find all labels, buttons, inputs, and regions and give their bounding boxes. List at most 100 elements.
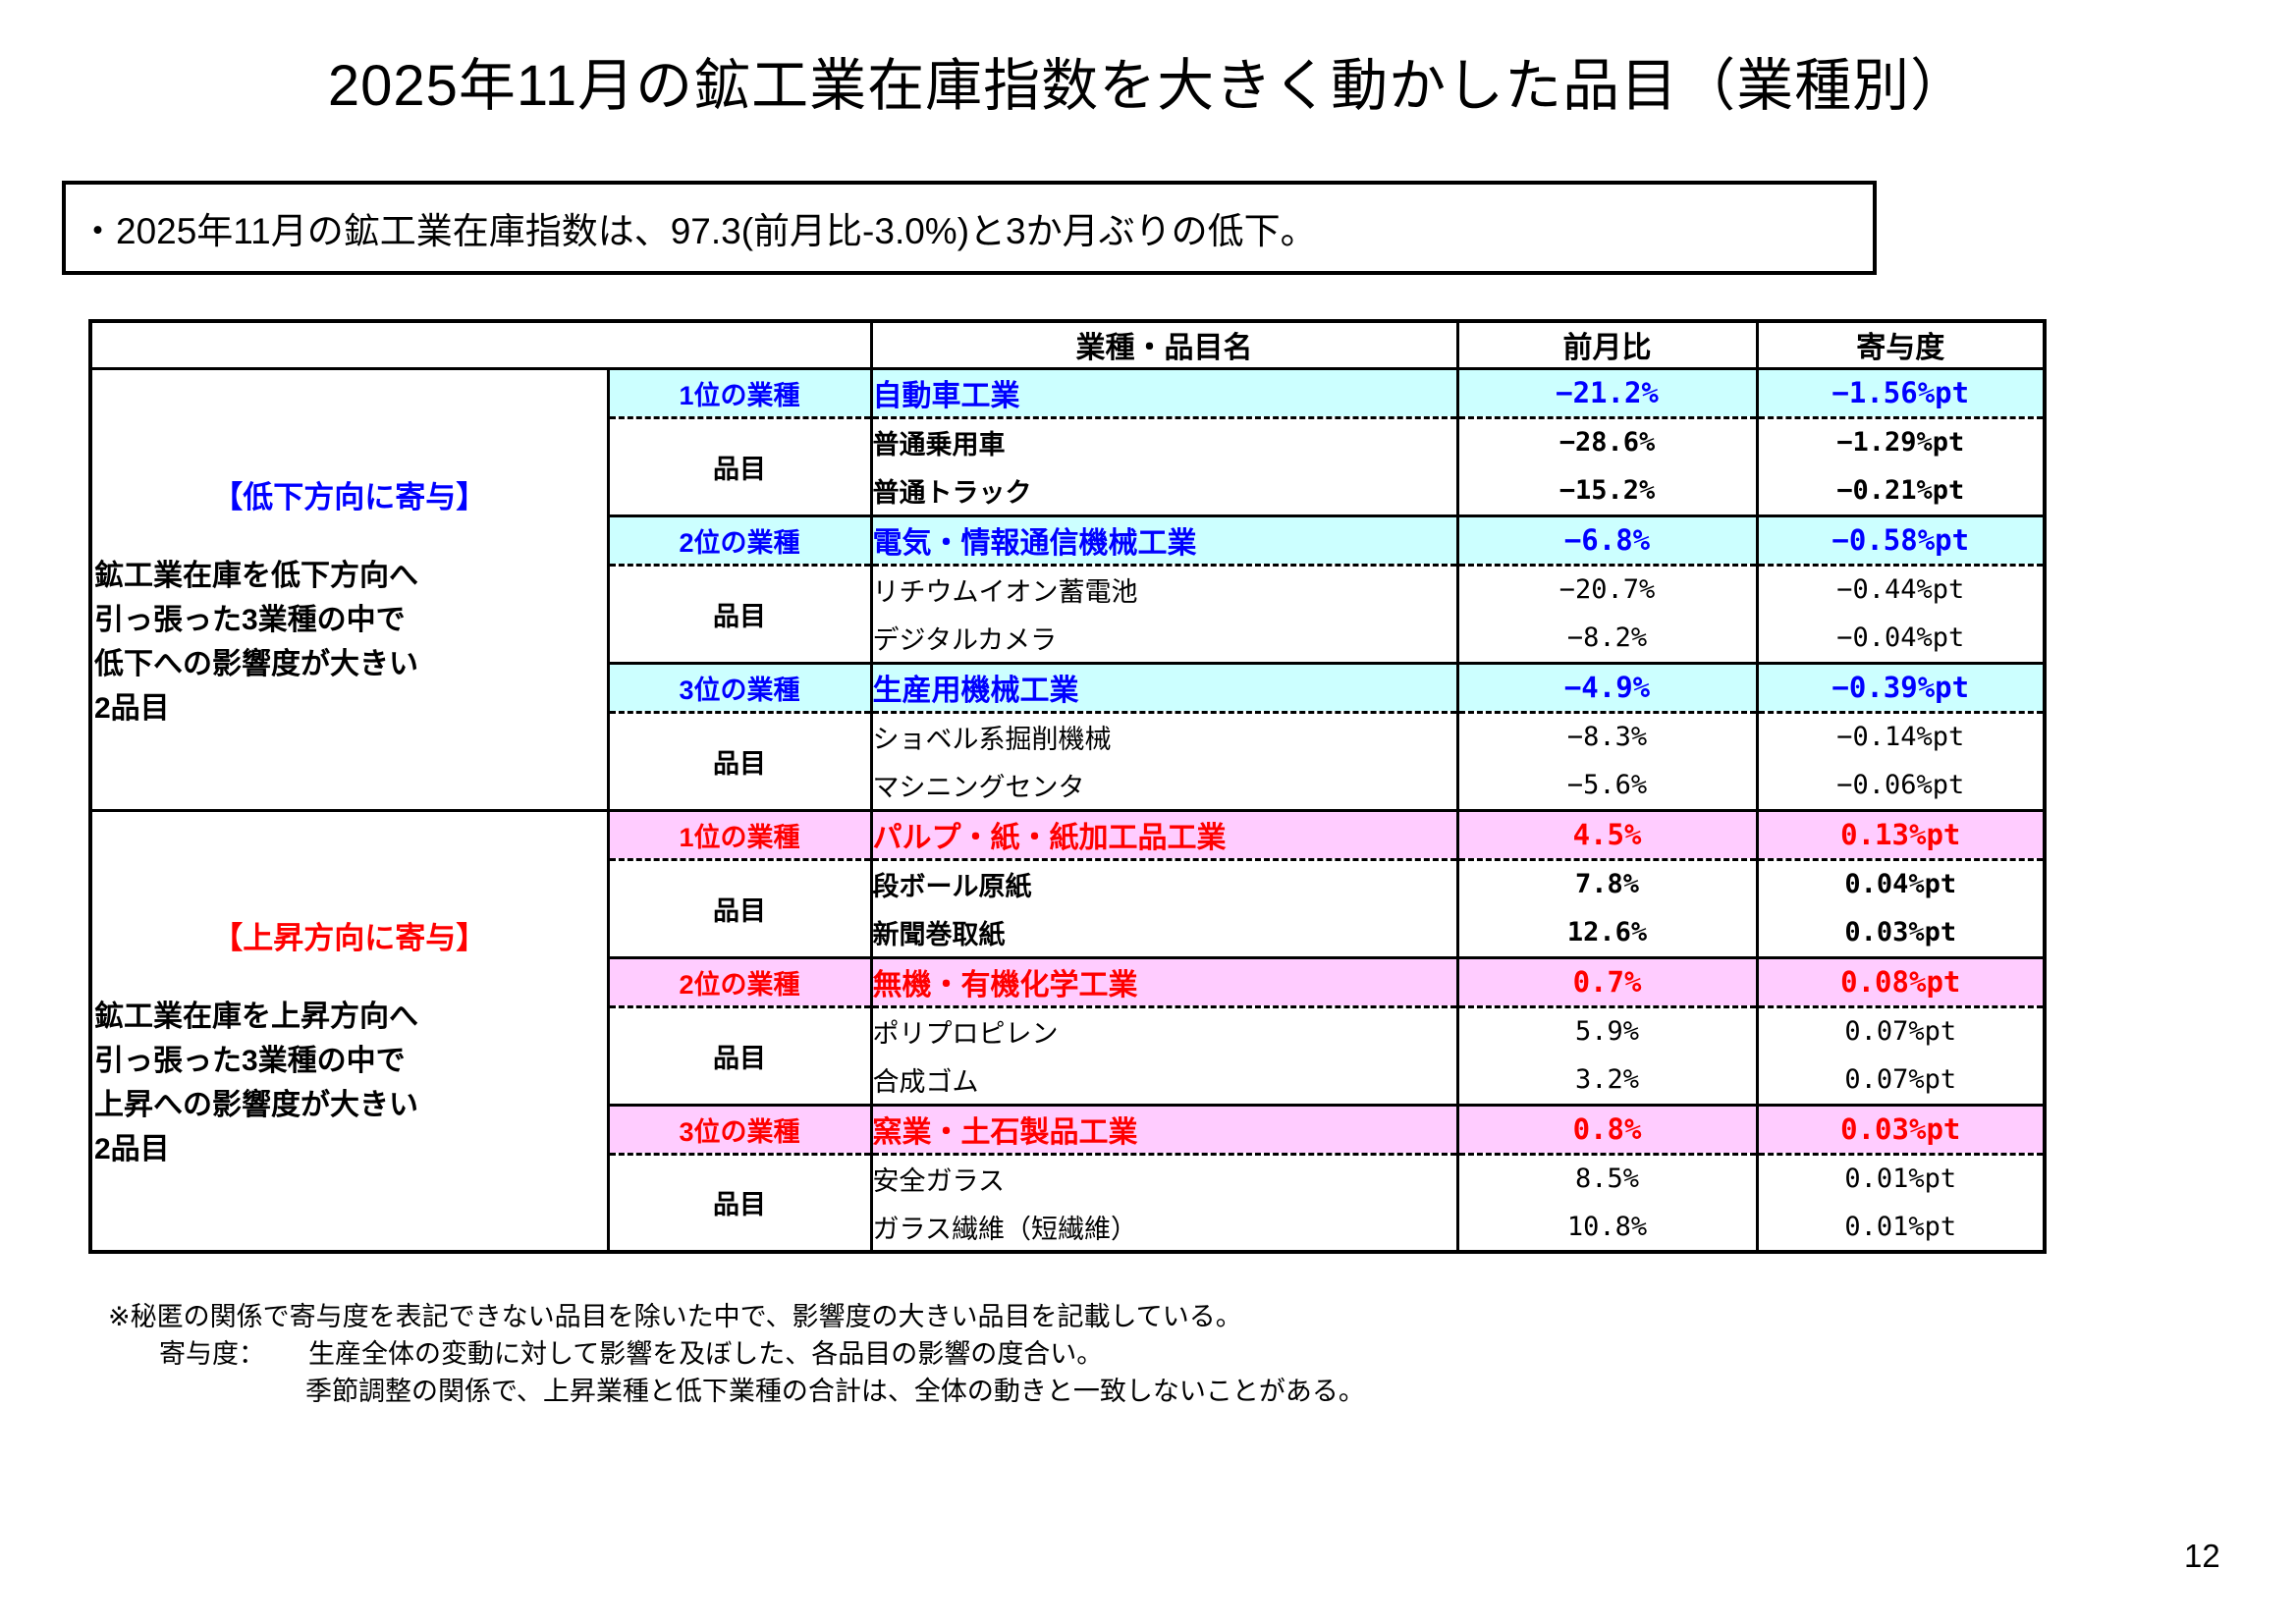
item-mom-cell: −15.2% bbox=[1455, 466, 1759, 517]
item-contribution-cell: −0.21%pt bbox=[1755, 466, 2047, 517]
item-name-cell: ガラス繊維（短繊維） bbox=[869, 1203, 1459, 1254]
item-name-cell: 合成ゴム bbox=[869, 1056, 1459, 1107]
item-row: 品目 安全ガラス 8.5% 0.01%pt bbox=[90, 1152, 2047, 1254]
industry-mom-cell: 4.5% bbox=[1455, 808, 1759, 861]
item-row: 品目 ポリプロピレン 5.9% 0.07%pt bbox=[90, 1004, 2047, 1107]
item-mom-cell: −20.7% bbox=[1455, 563, 1759, 616]
main-table: 業種・品目名 前月比 寄与度 【低下方向に寄与】 鉱工業在庫を低下方向へ 引っ張… bbox=[88, 319, 2047, 1254]
rank-row: 2位の業種 電気・情報通信機械工業 −6.8% −0.58%pt bbox=[90, 514, 2047, 567]
section-up: 【上昇方向に寄与】 鉱工業在庫を上昇方向へ 引っ張った3業種の中で 上昇への影響… bbox=[88, 808, 2047, 1254]
item-mom-cell: 12.6% bbox=[1455, 908, 1759, 959]
page-number: 12 bbox=[2184, 1538, 2220, 1574]
item-contribution-cell: −0.44%pt bbox=[1755, 563, 2047, 616]
item-contribution-cell: 0.03%pt bbox=[1755, 908, 2047, 959]
section-up-heading: 【上昇方向に寄与】 bbox=[212, 921, 487, 956]
item-row: 品目 段ボール原紙 7.8% 0.04%pt bbox=[90, 857, 2047, 959]
item-row: 品目 ショベル系掘削機械 −8.3% −0.14%pt bbox=[90, 710, 2047, 812]
item-mom-cell: −5.6% bbox=[1455, 761, 1759, 812]
item-name-cell: 段ボール原紙 bbox=[869, 857, 1459, 910]
footnote-term-definition: 生産全体の変動に対して影響を及ぼした、各品目の影響の度合い。 bbox=[308, 1339, 1104, 1369]
industry-contribution-cell: −1.56%pt bbox=[1755, 366, 2047, 419]
item-contribution-cell: 0.01%pt bbox=[1755, 1152, 2047, 1205]
rank-cell: 3位の業種 bbox=[606, 1103, 873, 1156]
item-row: 新聞巻取紙 12.6% 0.03%pt bbox=[90, 908, 2047, 959]
item-row: デジタルカメラ −8.2% −0.04%pt bbox=[90, 614, 2047, 665]
rank-row: 2位の業種 無機・有機化学工業 0.7% 0.08%pt bbox=[90, 955, 2047, 1008]
page-title: 2025年11月の鉱工業在庫指数を大きく動かした品目（業種別） bbox=[327, 54, 1969, 118]
item-label-cell: 品目 bbox=[606, 710, 873, 812]
item-mom-cell: −28.6% bbox=[1455, 415, 1759, 468]
footnote-term-note2: 季節調整の関係で、上昇業種と低下業種の合計は、全体の動きと一致しないことがある。 bbox=[305, 1377, 1365, 1406]
rank-cell: 1位の業種 bbox=[606, 808, 873, 861]
rank-cell: 2位の業種 bbox=[606, 514, 873, 567]
rank-row: 【上昇方向に寄与】 鉱工業在庫を上昇方向へ 引っ張った3業種の中で 上昇への影響… bbox=[88, 808, 2047, 1254]
item-label-cell: 品目 bbox=[606, 415, 873, 517]
item-mom-cell: 8.5% bbox=[1455, 1152, 1759, 1205]
item-mom-cell: 7.8% bbox=[1455, 857, 1759, 910]
item-name-cell: デジタルカメラ bbox=[869, 614, 1459, 665]
item-label-cell: 品目 bbox=[606, 563, 873, 665]
item-mom-cell: 10.8% bbox=[1455, 1203, 1759, 1254]
item-name-cell: 普通トラック bbox=[869, 466, 1459, 517]
item-row: 品目 普通乗用車 −28.6% −1.29%pt bbox=[90, 415, 2047, 517]
industry-name-cell: 生産用機械工業 bbox=[869, 661, 1459, 714]
item-name-cell: マシニングセンタ bbox=[869, 761, 1459, 812]
industry-contribution-cell: 0.08%pt bbox=[1755, 955, 2047, 1008]
item-label-cell: 品目 bbox=[606, 1152, 873, 1254]
item-contribution-cell: −0.04%pt bbox=[1755, 614, 2047, 665]
industry-contribution-cell: 0.13%pt bbox=[1755, 808, 2047, 861]
rank-cell: 1位の業種 bbox=[606, 366, 873, 419]
item-contribution-cell: −0.14%pt bbox=[1755, 710, 2047, 763]
item-contribution-cell: 0.01%pt bbox=[1755, 1203, 2047, 1254]
industry-mom-cell: −4.9% bbox=[1455, 661, 1759, 714]
item-row: マシニングセンタ −5.6% −0.06%pt bbox=[90, 761, 2047, 812]
footnote-term-label: 寄与度： bbox=[159, 1339, 265, 1369]
item-label-cell: 品目 bbox=[606, 857, 873, 959]
item-mom-cell: 5.9% bbox=[1455, 1004, 1759, 1057]
item-contribution-cell: 0.04%pt bbox=[1755, 857, 2047, 910]
rank-row: 3位の業種 生産用機械工業 −4.9% −0.39%pt bbox=[90, 661, 2047, 714]
item-name-cell: ポリプロピレン bbox=[869, 1004, 1459, 1057]
item-name-cell: 新聞巻取紙 bbox=[869, 908, 1459, 959]
item-contribution-cell: −0.06%pt bbox=[1755, 761, 2047, 812]
item-row: 合成ゴム 3.2% 0.07%pt bbox=[90, 1056, 2047, 1107]
item-label-cell: 品目 bbox=[606, 1004, 873, 1107]
item-name-cell: 普通乗用車 bbox=[869, 415, 1459, 468]
item-mom-cell: 3.2% bbox=[1455, 1056, 1759, 1107]
rank-row: 3位の業種 窯業・土石製品工業 0.8% 0.03%pt bbox=[90, 1103, 2047, 1156]
section-down-description-cell: 【低下方向に寄与】 鉱工業在庫を低下方向へ 引っ張った3業種の中で 低下への影響… bbox=[88, 366, 610, 812]
table-header-row: 業種・品目名 前月比 寄与度 bbox=[88, 319, 2047, 370]
item-contribution-cell: 0.07%pt bbox=[1755, 1056, 2047, 1107]
item-name-cell: 安全ガラス bbox=[869, 1152, 1459, 1205]
rank-cell: 2位の業種 bbox=[606, 955, 873, 1008]
item-name-cell: リチウムイオン蓄電池 bbox=[869, 563, 1459, 616]
item-contribution-cell: 0.07%pt bbox=[1755, 1004, 2047, 1057]
industry-contribution-cell: −0.58%pt bbox=[1755, 514, 2047, 567]
item-row: 品目 リチウムイオン蓄電池 −20.7% −0.44%pt bbox=[90, 563, 2047, 665]
summary-box: ・2025年11月の鉱工業在庫指数は、97.3(前月比-3.0%)と3か月ぶりの… bbox=[62, 181, 1877, 275]
section-down-description: 鉱工業在庫を低下方向へ 引っ張った3業種の中で 低下への影響度が大きい 2品目 bbox=[94, 559, 418, 725]
header-industry-item: 業種・品目名 bbox=[869, 319, 1459, 370]
industry-mom-cell: −6.8% bbox=[1455, 514, 1759, 567]
industry-name-cell: パルプ・紙・紙加工品工業 bbox=[869, 808, 1459, 861]
footnote-note: ※秘匿の関係で寄与度を表記できない品目を除いた中で、影響度の大きい品目を記載して… bbox=[108, 1302, 1242, 1331]
item-row: 普通トラック −15.2% −0.21%pt bbox=[90, 466, 2047, 517]
section-up-description-cell: 【上昇方向に寄与】 鉱工業在庫を上昇方向へ 引っ張った3業種の中で 上昇への影響… bbox=[88, 808, 610, 1254]
section-down: 【低下方向に寄与】 鉱工業在庫を低下方向へ 引っ張った3業種の中で 低下への影響… bbox=[88, 366, 2047, 812]
footnote-term-row: 寄与度： 生産全体の変動に対して影響を及ぼした、各品目の影響の度合い。 bbox=[108, 1335, 1365, 1373]
footnote-term-row2: 季節調整の関係で、上昇業種と低下業種の合計は、全体の動きと一致しないことがある。 bbox=[108, 1373, 1365, 1410]
footnotes: ※秘匿の関係で寄与度を表記できない品目を除いた中で、影響度の大きい品目を記載して… bbox=[108, 1298, 1365, 1410]
item-mom-cell: −8.2% bbox=[1455, 614, 1759, 665]
industry-mom-cell: −21.2% bbox=[1455, 366, 1759, 419]
industry-mom-cell: 0.7% bbox=[1455, 955, 1759, 1008]
industry-mom-cell: 0.8% bbox=[1455, 1103, 1759, 1156]
summary-text: ・2025年11月の鉱工業在庫指数は、97.3(前月比-3.0%)と3か月ぶりの… bbox=[80, 211, 1317, 251]
item-name-cell: ショベル系掘削機械 bbox=[869, 710, 1459, 763]
section-down-heading: 【低下方向に寄与】 bbox=[212, 479, 487, 514]
industry-name-cell: 窯業・土石製品工業 bbox=[869, 1103, 1459, 1156]
section-up-description: 鉱工業在庫を上昇方向へ 引っ張った3業種の中で 上昇への影響度が大きい 2品目 bbox=[94, 1001, 418, 1166]
rank-cell: 3位の業種 bbox=[606, 661, 873, 714]
industry-name-cell: 無機・有機化学工業 bbox=[869, 955, 1459, 1008]
industry-name-cell: 自動車工業 bbox=[869, 366, 1459, 419]
